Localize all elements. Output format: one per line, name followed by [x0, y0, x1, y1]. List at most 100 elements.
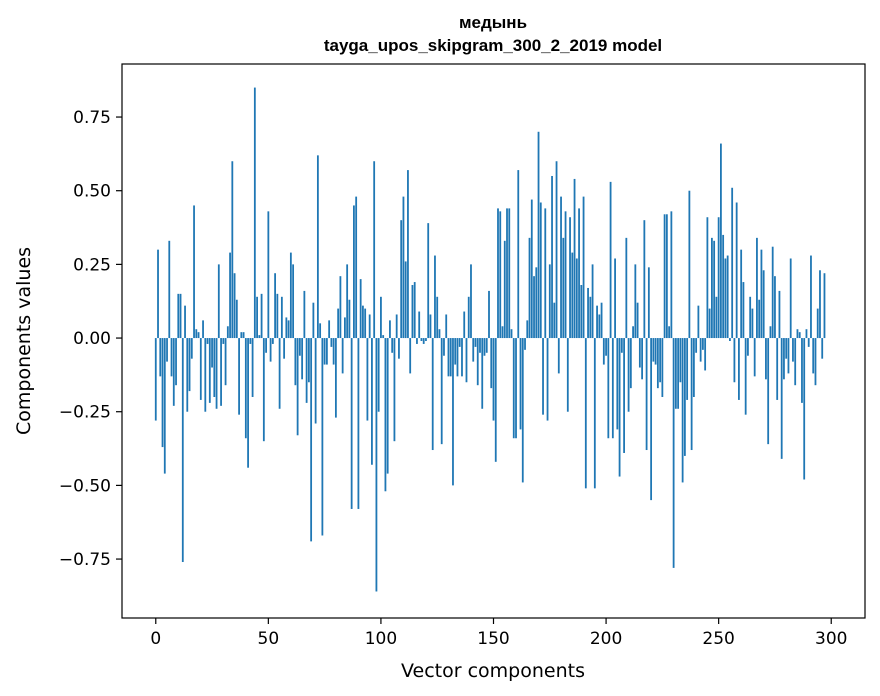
bar-99: [377, 338, 380, 412]
bar-139: [467, 296, 470, 339]
bar-223: [656, 338, 659, 389]
bar-275: [774, 276, 776, 339]
bar-54: [276, 293, 279, 339]
bar-207: [620, 338, 623, 353]
bar-117: [418, 311, 421, 339]
bar-113: [409, 338, 412, 374]
bar-82: [339, 276, 342, 339]
bar-233: [679, 338, 682, 383]
bar-176: [551, 175, 553, 339]
x-tick-label: 150: [477, 629, 509, 649]
bar-256: [731, 187, 734, 339]
bar-217: [643, 220, 646, 339]
bar-148: [488, 290, 490, 339]
bar-49: [265, 338, 267, 353]
bar-159: [512, 338, 515, 439]
bar-34: [231, 161, 234, 339]
bar-62: [294, 338, 297, 386]
bar-41: [247, 338, 249, 468]
bar-163: [521, 338, 524, 483]
y-tick-label: 0.50: [73, 182, 111, 202]
bar-57: [283, 338, 286, 359]
bar-282: [789, 258, 792, 339]
bar-252: [722, 234, 725, 339]
bar-64: [298, 338, 301, 356]
bar-143: [476, 338, 479, 386]
bar-167: [530, 199, 533, 339]
bar-172: [542, 338, 544, 415]
bar-157: [508, 208, 511, 339]
bar-1: [157, 249, 159, 339]
bar-130: [447, 338, 450, 377]
bar-193: [589, 296, 592, 339]
bar-8: [172, 338, 175, 406]
bar-156: [506, 208, 508, 339]
bar-115: [413, 282, 416, 339]
bar-165: [526, 320, 529, 339]
bar-174: [546, 338, 549, 421]
bar-200: [605, 338, 607, 356]
bar-52: [271, 338, 274, 344]
bar-92: [362, 305, 364, 339]
bar-222: [654, 338, 657, 365]
bar-66: [303, 290, 306, 339]
x-tick-label: 0: [150, 629, 161, 649]
bar-158: [510, 329, 513, 339]
bar-69: [310, 338, 313, 542]
bar-213: [634, 264, 637, 339]
bar-253: [724, 258, 727, 339]
bar-215: [638, 338, 641, 368]
bar-53: [274, 273, 276, 339]
bar-138: [465, 338, 468, 383]
bar-268: [758, 299, 761, 339]
bar-55: [278, 338, 281, 409]
bar-104: [389, 320, 391, 339]
bar-179: [557, 338, 560, 374]
bar-85: [346, 264, 349, 339]
x-tick-label: 200: [590, 629, 622, 649]
bar-123: [431, 338, 434, 451]
bar-218: [645, 338, 648, 451]
bar-87: [350, 338, 353, 509]
bar-58: [285, 317, 288, 339]
bar-136: [461, 338, 463, 377]
bar-121: [427, 223, 430, 339]
bar-197: [598, 314, 601, 339]
bar-25: [211, 338, 213, 368]
bar-37: [238, 338, 240, 415]
bar-237: [688, 190, 691, 339]
y-tick-label: 0.75: [73, 108, 111, 128]
bar-245: [706, 217, 709, 339]
bar-59: [287, 320, 290, 339]
bar-133: [454, 338, 457, 365]
bar-173: [544, 208, 547, 339]
x-axis-label: Vector components: [401, 660, 585, 682]
bar-269: [760, 249, 763, 339]
bar-78: [330, 338, 333, 347]
bar-214: [636, 302, 639, 339]
bar-220: [650, 338, 653, 501]
bar-168: [533, 276, 535, 339]
x-tick-label: 100: [365, 629, 397, 649]
bar-230: [672, 338, 675, 568]
bar-118: [420, 338, 423, 341]
bar-184: [569, 217, 571, 339]
bar-247: [711, 237, 713, 339]
bar-177: [553, 302, 556, 339]
bar-39: [242, 332, 245, 339]
bar-125: [436, 296, 439, 339]
bar-102: [384, 338, 387, 492]
bar-135: [458, 338, 461, 347]
bar-32: [226, 326, 229, 339]
bar-239: [692, 338, 695, 397]
bar-16: [190, 338, 193, 359]
bar-248: [713, 240, 716, 339]
bar-242: [699, 338, 702, 362]
bar-11: [179, 293, 182, 339]
bar-261: [742, 282, 745, 339]
bar-164: [524, 338, 526, 350]
bar-262: [744, 338, 747, 415]
bar-274: [771, 246, 774, 339]
bar-147: [485, 338, 488, 353]
bar-203: [611, 338, 614, 439]
